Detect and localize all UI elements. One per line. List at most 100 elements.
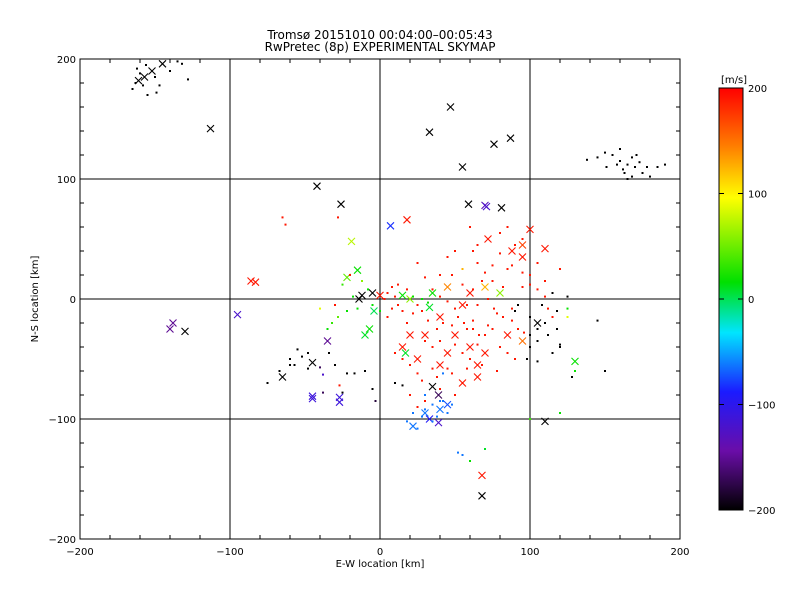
data-point-x <box>358 291 366 300</box>
data-point-dot <box>439 274 441 276</box>
colorbar-tick-label: 0 <box>748 295 754 306</box>
data-point-dot <box>596 156 599 159</box>
data-point-dot <box>424 276 426 279</box>
data-point-dot <box>136 67 138 70</box>
data-point-dot <box>469 226 471 228</box>
data-point-dot <box>491 328 494 330</box>
data-point-dot <box>406 420 408 423</box>
data-point-x <box>169 319 177 327</box>
data-point-dot <box>131 88 134 90</box>
data-point-dot <box>484 448 486 450</box>
data-point-dot <box>461 382 464 384</box>
data-point-dot <box>476 262 479 264</box>
data-point-dot <box>638 161 641 164</box>
data-point-dot <box>493 307 495 310</box>
data-point-x <box>464 200 473 209</box>
data-point-dot <box>397 304 399 306</box>
data-point-x <box>308 358 317 367</box>
data-point-dot <box>461 283 464 286</box>
data-point-dot <box>289 358 291 360</box>
data-point-x <box>337 200 345 209</box>
data-point-dot <box>511 264 513 267</box>
data-point-x <box>481 283 489 291</box>
data-point-dot <box>346 372 348 375</box>
data-point-dot <box>476 343 479 346</box>
data-point-dot <box>544 280 546 282</box>
data-point-dot <box>472 250 474 252</box>
data-point-x <box>425 128 434 137</box>
data-point-dot <box>421 415 423 418</box>
data-point-dot <box>547 307 549 310</box>
x-tick-label: 0 <box>377 547 383 558</box>
data-point-dot <box>439 295 441 298</box>
data-point-dot <box>337 216 339 219</box>
data-point-dot <box>409 394 411 396</box>
data-point-dot <box>544 322 546 324</box>
data-points <box>131 59 666 500</box>
data-point-dot <box>499 346 501 348</box>
y-tick-label: 200 <box>57 55 76 66</box>
data-point-dot <box>491 280 494 282</box>
data-point-dot <box>401 358 404 360</box>
x-tick-label: −200 <box>66 547 93 558</box>
data-point-x <box>518 241 527 249</box>
data-point-x <box>508 247 516 255</box>
data-point-dot <box>341 283 344 286</box>
data-point-dot <box>446 367 449 370</box>
data-point-x <box>526 225 534 234</box>
data-point-dot <box>656 166 659 168</box>
data-point-dot <box>331 322 333 324</box>
data-point-dot <box>361 280 363 282</box>
data-point-x <box>434 418 443 427</box>
data-point-dot <box>416 406 419 408</box>
data-point-dot <box>424 340 426 342</box>
data-point-dot <box>397 283 399 286</box>
data-point-dot <box>526 358 528 360</box>
data-point-dot <box>502 316 504 318</box>
data-point-dot <box>472 328 474 330</box>
data-point-x <box>490 140 498 149</box>
data-point-dot <box>424 408 426 411</box>
data-point-dot <box>406 288 408 291</box>
data-point-dot <box>446 256 449 258</box>
data-point-dot <box>154 76 156 78</box>
data-point-dot <box>517 304 519 306</box>
data-point-dot <box>559 346 561 348</box>
data-point-dot <box>631 175 633 178</box>
data-point-dot <box>278 370 281 372</box>
data-point-dot <box>442 372 444 375</box>
data-point-dot <box>394 382 396 384</box>
data-point-dot <box>619 148 621 150</box>
data-point-dot <box>521 238 524 240</box>
data-point-dot <box>622 168 624 171</box>
x-tick-label: −100 <box>216 547 243 558</box>
data-point-x <box>541 244 549 253</box>
data-point-dot <box>391 286 393 288</box>
data-point-x <box>541 417 549 426</box>
data-point-dot <box>416 372 419 375</box>
data-point-x <box>403 215 411 224</box>
data-point-dot <box>394 352 396 354</box>
data-point-x <box>376 291 384 300</box>
data-point-dot <box>337 316 339 318</box>
data-point-x <box>413 355 422 363</box>
data-point-dot <box>478 334 480 336</box>
data-point-dot <box>529 334 531 336</box>
x-axis-label: E-W location [km] <box>336 559 425 570</box>
data-point-dot <box>514 310 516 312</box>
data-point-dot <box>536 360 539 363</box>
data-point-x <box>506 134 515 143</box>
data-point-x <box>518 253 527 261</box>
data-point-dot <box>334 364 336 366</box>
data-point-dot <box>517 328 519 330</box>
data-point-dot <box>412 295 414 298</box>
data-point-dot <box>616 163 618 166</box>
data-point-dot <box>605 166 608 168</box>
data-point-x <box>533 319 542 327</box>
data-point-x <box>353 266 362 275</box>
data-point-dot <box>334 304 336 306</box>
data-point-dot <box>541 304 543 306</box>
data-point-x <box>247 277 255 285</box>
data-point-dot <box>356 307 359 310</box>
data-point-dot <box>551 316 554 318</box>
